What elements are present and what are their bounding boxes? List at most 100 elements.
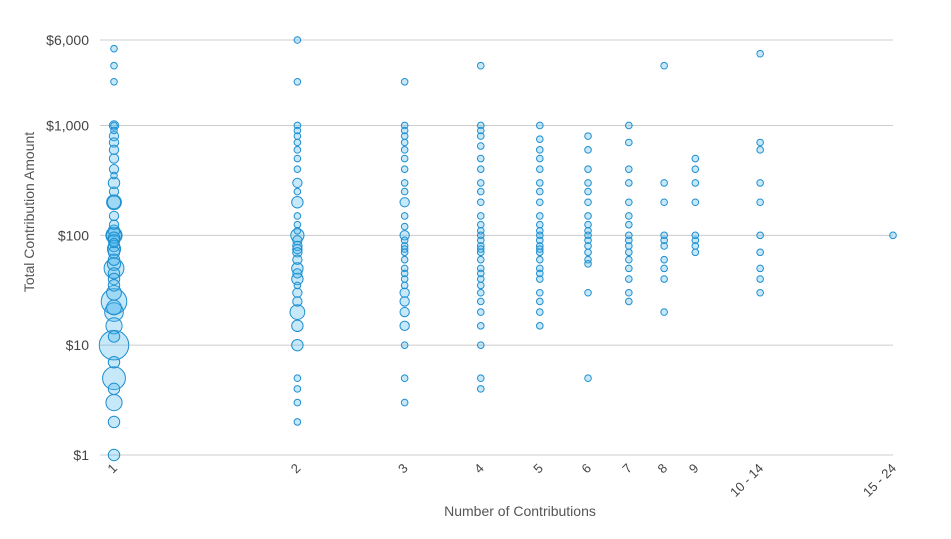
bubble-point[interactable] bbox=[400, 269, 409, 278]
bubble-point[interactable] bbox=[584, 187, 592, 196]
bubble-point[interactable] bbox=[293, 398, 302, 407]
bubble-point[interactable] bbox=[584, 179, 592, 187]
bubble-point[interactable] bbox=[660, 308, 668, 316]
bubble-point[interactable] bbox=[584, 288, 592, 297]
bubble-point[interactable] bbox=[756, 275, 764, 283]
bubble-point[interactable] bbox=[584, 236, 592, 245]
bubble-point[interactable] bbox=[293, 132, 302, 140]
bubble-point[interactable] bbox=[293, 146, 302, 154]
bubble-point[interactable] bbox=[400, 222, 409, 231]
bubble-point[interactable] bbox=[756, 264, 764, 273]
bubble-point[interactable] bbox=[536, 121, 544, 130]
bubble-point[interactable] bbox=[400, 212, 409, 220]
bubble-point[interactable] bbox=[476, 308, 485, 316]
bubble-point[interactable] bbox=[106, 195, 122, 210]
bubble-point[interactable] bbox=[293, 281, 302, 290]
bubble-point[interactable] bbox=[584, 146, 592, 154]
bubble-point[interactable] bbox=[293, 418, 302, 426]
bubble-point[interactable] bbox=[293, 212, 302, 220]
bubble-point[interactable] bbox=[400, 77, 409, 86]
bubble-point[interactable] bbox=[105, 317, 123, 335]
bubble-point[interactable] bbox=[625, 297, 633, 306]
bubble-point[interactable] bbox=[691, 154, 700, 163]
bubble-point[interactable] bbox=[293, 187, 302, 196]
bubble-point[interactable] bbox=[293, 374, 302, 383]
bubble-point[interactable] bbox=[400, 255, 409, 264]
bubble-point[interactable] bbox=[476, 165, 485, 173]
bubble-point[interactable] bbox=[291, 272, 304, 286]
bubble-point[interactable] bbox=[625, 236, 633, 245]
bubble-point[interactable] bbox=[293, 226, 302, 235]
bubble-point[interactable] bbox=[476, 126, 485, 135]
bubble-point[interactable] bbox=[660, 198, 668, 207]
bubble-point[interactable] bbox=[476, 142, 485, 150]
bubble-point[interactable] bbox=[756, 146, 764, 154]
bubble-point[interactable] bbox=[107, 415, 121, 429]
bubble-point[interactable] bbox=[660, 264, 668, 273]
bubble-point[interactable] bbox=[660, 275, 668, 283]
bubble-point[interactable] bbox=[476, 236, 485, 245]
bubble-point[interactable] bbox=[400, 398, 409, 407]
bubble-point[interactable] bbox=[107, 330, 121, 343]
bubble-point[interactable] bbox=[107, 279, 121, 292]
bubble-point[interactable] bbox=[107, 448, 121, 462]
bubble-point[interactable] bbox=[756, 138, 764, 147]
bubble-point[interactable] bbox=[293, 385, 302, 393]
bubble-point[interactable] bbox=[292, 247, 303, 258]
bubble-point[interactable] bbox=[476, 288, 485, 297]
bubble-point[interactable] bbox=[400, 138, 409, 147]
bubble-point[interactable] bbox=[291, 196, 304, 209]
bubble-point[interactable] bbox=[292, 243, 303, 255]
bubble-point[interactable] bbox=[476, 281, 485, 290]
bubble-point[interactable] bbox=[476, 255, 485, 264]
bubble-point[interactable] bbox=[400, 187, 409, 196]
bubble-point[interactable] bbox=[108, 137, 120, 148]
bubble-point[interactable] bbox=[107, 176, 121, 190]
bubble-point[interactable] bbox=[660, 242, 668, 250]
bubble-point[interactable] bbox=[400, 126, 409, 135]
bubble-point[interactable] bbox=[105, 394, 123, 412]
bubble-point[interactable] bbox=[625, 138, 633, 147]
bubble-point[interactable] bbox=[110, 61, 118, 70]
bubble-point[interactable] bbox=[889, 231, 897, 240]
bubble-point[interactable] bbox=[584, 198, 592, 207]
bubble-point[interactable] bbox=[536, 288, 544, 297]
bubble-point[interactable] bbox=[110, 77, 118, 86]
bubble-point[interactable] bbox=[536, 212, 544, 220]
bubble-point[interactable] bbox=[476, 212, 485, 220]
bubble-point[interactable] bbox=[293, 77, 302, 86]
bubble-point[interactable] bbox=[291, 319, 304, 333]
bubble-point[interactable] bbox=[399, 197, 410, 208]
bubble-point[interactable] bbox=[110, 126, 118, 135]
bubble-point[interactable] bbox=[400, 248, 409, 257]
bubble-point[interactable] bbox=[584, 220, 592, 229]
bubble-point[interactable] bbox=[476, 132, 485, 140]
bubble-point[interactable] bbox=[660, 255, 668, 264]
bubble-point[interactable] bbox=[536, 154, 544, 163]
bubble-point[interactable] bbox=[584, 260, 592, 268]
bubble-point[interactable] bbox=[293, 154, 302, 163]
bubble-point[interactable] bbox=[536, 220, 544, 229]
bubble-point[interactable] bbox=[110, 171, 118, 180]
bubble-point[interactable] bbox=[756, 198, 764, 207]
bubble-point[interactable] bbox=[108, 164, 120, 175]
bubble-point[interactable] bbox=[584, 242, 592, 250]
bubble-point[interactable] bbox=[108, 219, 120, 230]
bubble-point[interactable] bbox=[400, 132, 409, 140]
bubble-point[interactable] bbox=[476, 248, 485, 257]
bubble-point[interactable] bbox=[476, 374, 485, 383]
bubble-point[interactable] bbox=[756, 288, 764, 297]
bubble-point[interactable] bbox=[691, 165, 700, 173]
bubble-point[interactable] bbox=[476, 179, 485, 187]
bubble-point[interactable] bbox=[536, 198, 544, 207]
bubble-point[interactable] bbox=[476, 269, 485, 278]
bubble-point[interactable] bbox=[476, 297, 485, 306]
bubble-point[interactable] bbox=[536, 146, 544, 154]
bubble-point[interactable] bbox=[625, 165, 633, 173]
bubble-point[interactable] bbox=[400, 341, 409, 349]
bubble-point[interactable] bbox=[400, 374, 409, 383]
bubble-point[interactable] bbox=[107, 382, 121, 396]
bubble-point[interactable] bbox=[400, 179, 409, 187]
bubble-point[interactable] bbox=[293, 220, 302, 229]
bubble-point[interactable] bbox=[476, 220, 485, 229]
